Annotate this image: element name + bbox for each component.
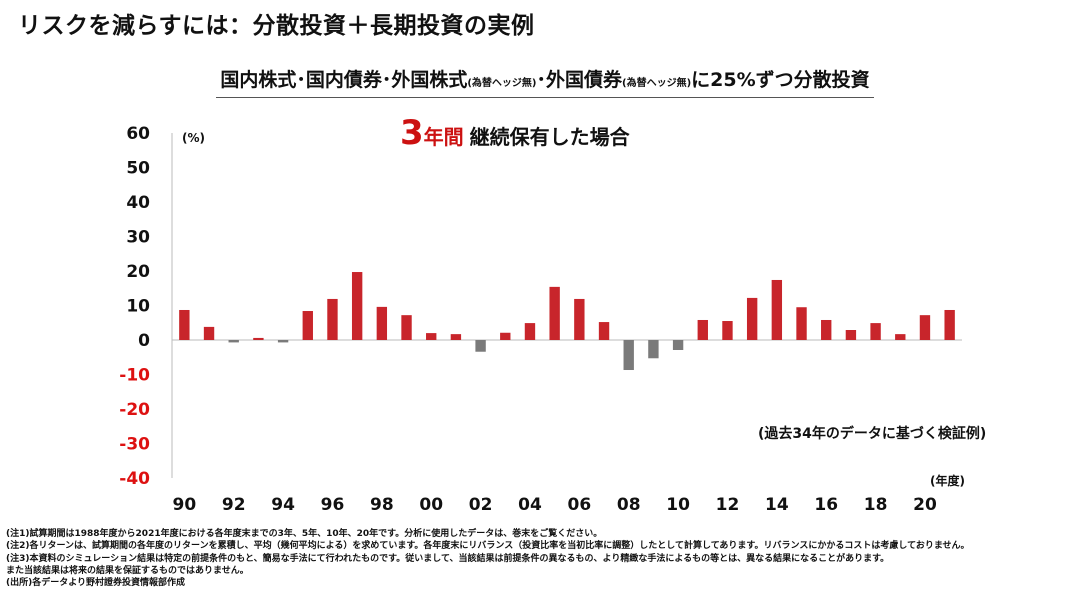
bar-97 xyxy=(351,272,363,340)
footnote-4: また当該結果は将来の結果を保証するものではありません。 xyxy=(6,565,249,576)
footnote-1: (注1)試算期間は1988年度から2021年度における各年度末までの3年、5年、… xyxy=(6,529,603,539)
bar-03 xyxy=(500,332,511,340)
bar-92 xyxy=(228,340,239,343)
bar-08 xyxy=(623,340,634,371)
y-tick-label: 40 xyxy=(126,193,150,213)
bar-93 xyxy=(253,337,264,340)
bar-00 xyxy=(426,333,437,340)
bar-06 xyxy=(574,298,585,340)
x-tick-label: 04 xyxy=(518,495,542,515)
bar-05 xyxy=(549,286,560,340)
x-tick-label: 16 xyxy=(814,495,838,515)
x-tick-label: 98 xyxy=(370,495,394,515)
y-tick-label: -20 xyxy=(119,400,150,420)
holding-description: 継続保有した場合 xyxy=(469,125,630,149)
y-axis-ticks: 60 50 40 30 20 10 0 -10 -20 -30 -40 xyxy=(119,124,150,489)
bar-18 xyxy=(870,323,881,340)
page-title: リスクを減らすには：分散投資＋長期投資の実例 xyxy=(18,13,535,39)
bar-04 xyxy=(524,323,536,340)
y-tick-label: 10 xyxy=(126,297,150,317)
bar-95 xyxy=(302,311,313,340)
x-tick-label: 06 xyxy=(568,495,592,515)
bar-02 xyxy=(475,340,486,352)
bar-21 xyxy=(944,309,955,340)
subtitle-hedge-note-1: (為替ヘッジ無) xyxy=(467,78,537,89)
bar-16 xyxy=(821,319,832,340)
y-tick-label: 50 xyxy=(126,159,150,179)
y-axis-unit: (%) xyxy=(182,131,205,145)
holding-years-unit: 年間 xyxy=(423,125,464,149)
x-tick-label: 92 xyxy=(222,495,246,515)
bar-13 xyxy=(746,297,758,340)
footnote-3: (注3)本資料のシミュレーション結果は特定の前提条件のもと、簡易な手法にて行われ… xyxy=(6,553,890,564)
bar-96 xyxy=(327,298,338,340)
x-tick-label: 00 xyxy=(419,495,443,515)
x-tick-label: 10 xyxy=(666,495,690,515)
bar-20 xyxy=(919,315,931,340)
chart-subtitle: 国内株式･国内債券･外国株式(為替ヘッジ無)･外国債券(為替ヘッジ無)に25%ず… xyxy=(216,65,874,98)
bar-15 xyxy=(796,307,807,340)
bar-98 xyxy=(376,306,388,340)
x-tick-label: 08 xyxy=(617,495,641,515)
x-tick-label: 96 xyxy=(321,495,345,515)
bar-07 xyxy=(598,322,610,340)
footnote-2: (注2)各リターンは、試算期間の各年度のリターンを累積し、平均（幾何平均による）… xyxy=(6,541,970,552)
y-tick-label: -40 xyxy=(119,469,150,489)
x-axis-ticks: 90 92 94 96 98 00 02 04 06 08 10 12 14 16 18 20 xyxy=(173,495,937,515)
y-tick-label: 60 xyxy=(126,124,150,144)
bar-91 xyxy=(203,326,215,340)
subtitle-part-3: に25%ずつ分散投資 xyxy=(691,69,870,91)
x-tick-label: 20 xyxy=(913,495,937,515)
bar-99 xyxy=(401,315,412,340)
bars xyxy=(179,272,955,371)
holding-period-headline: 3年間 継続保有した場合 xyxy=(400,113,630,153)
bar-12 xyxy=(722,321,733,340)
footnote-source: (出所)各データより野村證券投資情報部作成 xyxy=(6,578,186,589)
holding-years-number: 3 xyxy=(400,113,424,153)
x-tick-label: 94 xyxy=(271,495,295,515)
y-tick-label: 20 xyxy=(126,262,150,282)
footnotes: (注1)試算期間は1988年度から2021年度における各年度末までの3年、5年、… xyxy=(6,528,970,589)
y-tick-label: -10 xyxy=(119,366,150,386)
subtitle-part-2: ･外国債券 xyxy=(536,69,623,91)
bar-01 xyxy=(450,334,462,340)
x-tick-label: 02 xyxy=(469,495,493,515)
subtitle-part-1: 国内株式･国内債券･外国株式 xyxy=(220,69,468,91)
x-tick-label: 90 xyxy=(173,495,197,515)
y-tick-label: 0 xyxy=(138,331,150,351)
bar-94 xyxy=(277,340,289,343)
x-axis-unit: (年度) xyxy=(930,473,965,488)
subtitle-hedge-note-2: (為替ヘッジ無) xyxy=(622,78,692,89)
bar-10 xyxy=(672,340,684,350)
bar-11 xyxy=(697,319,708,340)
bar-90 xyxy=(179,309,190,340)
y-tick-label: 30 xyxy=(126,228,150,248)
bar-17 xyxy=(845,330,857,340)
chart-subtitle-wrap: 国内株式･国内債券･外国株式(為替ヘッジ無)･外国債券(為替ヘッジ無)に25%ず… xyxy=(0,65,1090,98)
data-basis-note: (過去34年のデータに基づく検証例) xyxy=(758,426,987,442)
bar-19 xyxy=(895,334,906,340)
x-tick-label: 18 xyxy=(864,495,888,515)
bar-09 xyxy=(648,340,659,359)
x-tick-label: 12 xyxy=(716,495,740,515)
bar-14 xyxy=(771,279,783,340)
y-tick-label: -30 xyxy=(119,435,150,455)
x-tick-label: 14 xyxy=(765,495,789,515)
